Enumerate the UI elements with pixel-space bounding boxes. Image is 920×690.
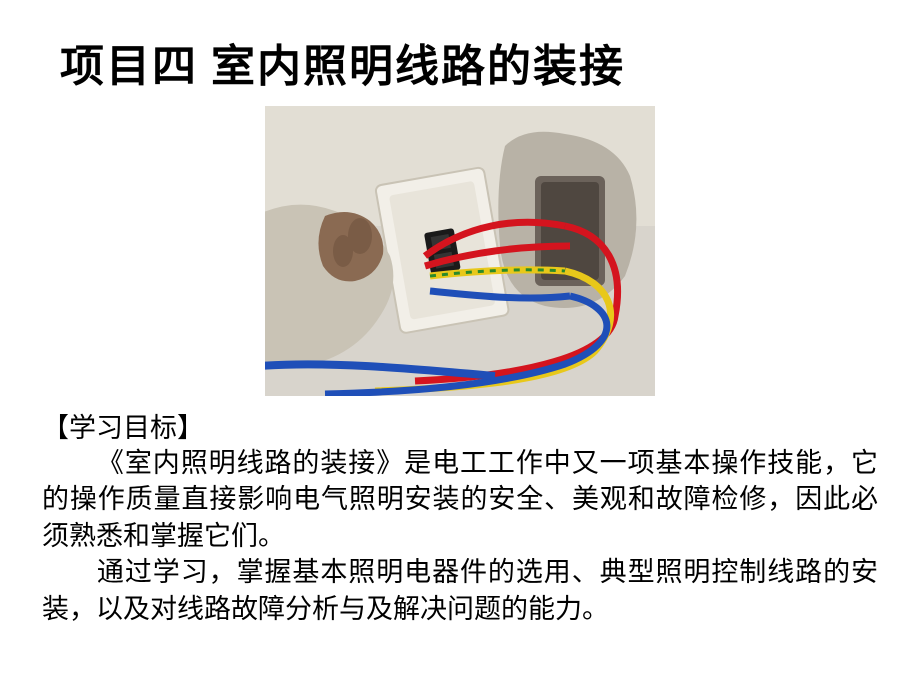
paragraph-1: 《室内照明线路的装接》是电工工作中又一项基本操作技能，它的操作质量直接影响电气照…	[0, 445, 920, 554]
paragraph-1-text: 《室内照明线路的装接》是电工工作中又一项基本操作技能，它的操作质量直接影响电气照…	[42, 448, 878, 551]
paragraph-2-text: 通过学习，掌握基本照明电器件的选用、典型照明控制线路的安装，以及对线路故障分析与…	[42, 557, 878, 623]
image-container	[0, 106, 920, 396]
wiring-photo	[265, 106, 655, 396]
paragraph-2: 通过学习，掌握基本照明电器件的选用、典型照明控制线路的安装，以及对线路故障分析与…	[0, 554, 920, 627]
section-label: 【学习目标】	[0, 406, 920, 445]
page-title: 项目四 室内照明线路的装接	[0, 0, 920, 106]
